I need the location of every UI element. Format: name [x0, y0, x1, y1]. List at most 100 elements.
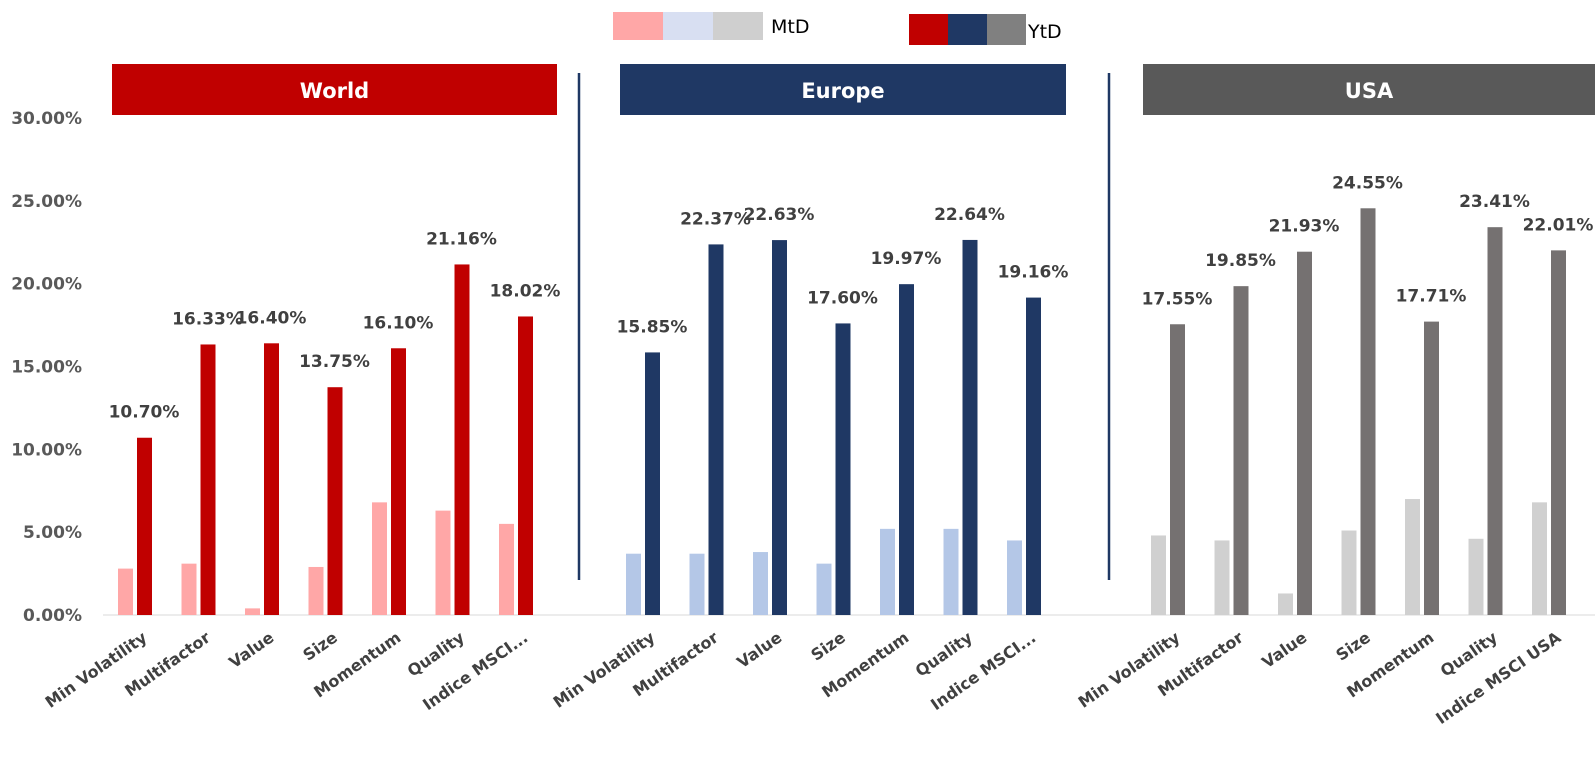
legend-label-ytd: YtD — [1027, 21, 1062, 43]
legend-label-mtd: MtD — [771, 16, 809, 38]
category-label: Min Volatility — [42, 627, 151, 711]
ytd-data-label: 16.33% — [172, 309, 243, 329]
category-label: Size — [807, 628, 848, 665]
ytd-bar — [962, 239, 978, 615]
ytd-bar — [1424, 321, 1439, 615]
mtd-bar — [753, 552, 768, 615]
ytd-bar — [200, 344, 216, 615]
mtd-bar — [880, 528, 895, 615]
ytd-bar — [264, 343, 279, 615]
ytd-data-label: 17.71% — [1396, 287, 1467, 307]
ytd-data-label: 16.10% — [363, 313, 434, 333]
bars — [118, 208, 1566, 616]
ytd-bar — [1360, 208, 1376, 615]
mtd-bar — [1405, 499, 1420, 615]
category-label: Min Volatility — [1075, 627, 1184, 711]
mtd-bar — [245, 608, 260, 615]
ytd-data-label: 22.64% — [934, 205, 1005, 225]
ytd-bar — [645, 352, 660, 615]
ytd-bar — [1233, 286, 1249, 615]
mtd-bar — [626, 553, 641, 615]
ytd-data-label: 24.55% — [1332, 173, 1403, 193]
ytd-bar — [708, 244, 724, 615]
ytd-data-label: 19.16% — [998, 263, 1069, 283]
ytd-data-label: 22.37% — [680, 209, 751, 229]
mtd-bar — [943, 528, 959, 615]
y-tick-label: 10.00% — [11, 440, 82, 460]
ytd-bar — [772, 240, 787, 616]
ytd-bar — [1551, 250, 1566, 615]
ytd-bar — [1026, 297, 1041, 615]
mtd-bar — [372, 502, 387, 615]
ytd-data-label: 17.60% — [807, 288, 878, 308]
ytd-bar — [835, 323, 851, 615]
ytd-data-label: 16.40% — [236, 308, 307, 328]
panel-header-europe — [620, 64, 1066, 115]
panel-headers: World Europe USA — [112, 64, 1595, 115]
panel-title: USA — [1345, 79, 1394, 103]
mtd-bar — [118, 568, 133, 615]
ytd-bar — [137, 437, 152, 615]
category-label: Value — [1258, 628, 1310, 672]
ytd-data-label: 21.16% — [426, 229, 497, 249]
ytd-bar — [518, 316, 533, 615]
legend-swatch-mtd — [613, 12, 663, 40]
y-tick-label: 15.00% — [11, 358, 82, 378]
y-tick-label: 20.00% — [11, 275, 82, 295]
mtd-bar — [1468, 538, 1484, 615]
y-tick-label: 30.00% — [11, 109, 82, 129]
category-label: Size — [1332, 628, 1373, 665]
legend: MtD YtD — [613, 12, 1062, 45]
ytd-bar — [454, 264, 470, 615]
ytd-bar — [1297, 251, 1312, 615]
panel-title: Europe — [801, 79, 884, 103]
mtd-bar — [1278, 593, 1293, 615]
mtd-bar — [435, 510, 451, 615]
panel-header-usa — [1143, 64, 1595, 115]
mtd-bar — [1151, 535, 1166, 615]
ytd-data-label: 22.63% — [744, 205, 815, 225]
ytd-data-label: 18.02% — [490, 281, 561, 301]
category-label: Value — [225, 628, 277, 672]
mtd-bar — [308, 566, 324, 615]
mtd-bar — [181, 563, 197, 615]
category-label: Value — [733, 628, 785, 672]
ytd-data-label: 10.70% — [109, 403, 180, 423]
ytd-bar — [391, 348, 406, 615]
y-tick-label: 5.00% — [23, 523, 82, 543]
ytd-data-label: 23.41% — [1459, 192, 1530, 212]
legend-swatch-ytd — [909, 14, 948, 45]
category-label: Indice MSCI... — [927, 628, 1039, 714]
mtd-bar — [499, 523, 514, 615]
y-tick-label: 0.00% — [23, 606, 82, 626]
legend-swatch-mtd — [663, 12, 713, 40]
mtd-bar — [816, 563, 832, 615]
panel-title: World — [300, 79, 369, 103]
y-tick-label: 25.00% — [11, 192, 82, 212]
ytd-data-label: 21.93% — [1269, 217, 1340, 237]
category-label: Size — [299, 628, 340, 665]
ytd-data-label: 19.97% — [871, 249, 942, 269]
ytd-data-label: 19.85% — [1205, 251, 1276, 271]
legend-swatch-ytd — [987, 14, 1026, 45]
mtd-bar — [1214, 540, 1230, 615]
ytd-bar — [1170, 324, 1185, 615]
ytd-bar — [899, 284, 914, 615]
mtd-bar — [1007, 540, 1022, 615]
category-label: Indice MSCI... — [419, 628, 531, 714]
ytd-bar — [1487, 227, 1503, 616]
ytd-data-label: 13.75% — [299, 352, 370, 372]
category-label: Min Volatility — [550, 627, 659, 711]
mtd-bar — [689, 553, 705, 615]
panel-header-world — [112, 64, 557, 115]
mtd-bar — [1532, 502, 1547, 615]
legend-swatch-mtd — [713, 12, 763, 40]
ytd-data-label: 22.01% — [1523, 215, 1594, 235]
ytd-data-label: 17.55% — [1142, 289, 1213, 309]
panel-dividers — [577, 73, 1111, 580]
legend-swatch-ytd — [948, 14, 987, 45]
ytd-data-label: 15.85% — [617, 317, 688, 337]
ytd-bar — [327, 387, 343, 615]
